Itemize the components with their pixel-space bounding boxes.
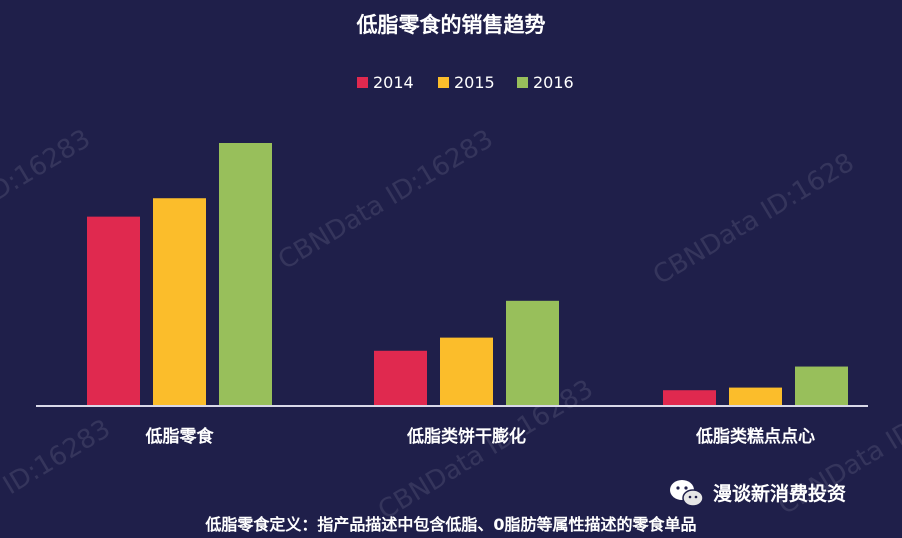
legend-label-2014: 2014	[373, 73, 414, 92]
legend: 2014 2015 2016	[357, 73, 574, 92]
watermark-text: ID:16283	[0, 414, 116, 501]
bar-2014-cat1	[87, 216, 140, 406]
bar-2015-cat3	[729, 387, 782, 406]
bar-2014-cat3	[663, 390, 716, 406]
legend-swatch-2014	[357, 77, 368, 88]
watermark-text: CBNData ID:1628	[648, 148, 859, 291]
watermark-text: CBNData ID:16283	[273, 124, 498, 276]
bar-2014-cat2	[374, 350, 427, 406]
legend-swatch-2016	[517, 77, 528, 88]
category-labels: 低脂零食 低脂类饼干膨化 低脂类糕点点心	[145, 426, 816, 447]
wechat-icon	[670, 480, 704, 507]
bar-2015-cat2	[440, 337, 493, 406]
chart-title: 低脂零食的销售趋势	[356, 13, 546, 37]
bar-2016-cat2	[506, 300, 559, 406]
bar-2015-cat1	[153, 198, 206, 406]
legend-label-2016: 2016	[533, 73, 574, 92]
category-label: 低脂零食	[145, 426, 215, 447]
brand-badge: 漫谈新消费投资	[670, 480, 846, 507]
bar-2016-cat1	[219, 143, 272, 406]
brand-label: 漫谈新消费投资	[713, 482, 846, 505]
legend-swatch-2015	[438, 77, 449, 88]
watermark-text: ID:16283	[0, 124, 96, 211]
bar-2016-cat3	[795, 366, 848, 406]
bars-layer	[87, 143, 848, 406]
category-label: 低脂类饼干膨化	[406, 426, 526, 447]
legend-label-2015: 2015	[454, 73, 495, 92]
footnote: 低脂零食定义：指产品描述中包含低脂、0脂肪等属性描述的零食单品	[204, 515, 696, 534]
category-label: 低脂类糕点点心	[695, 426, 815, 447]
